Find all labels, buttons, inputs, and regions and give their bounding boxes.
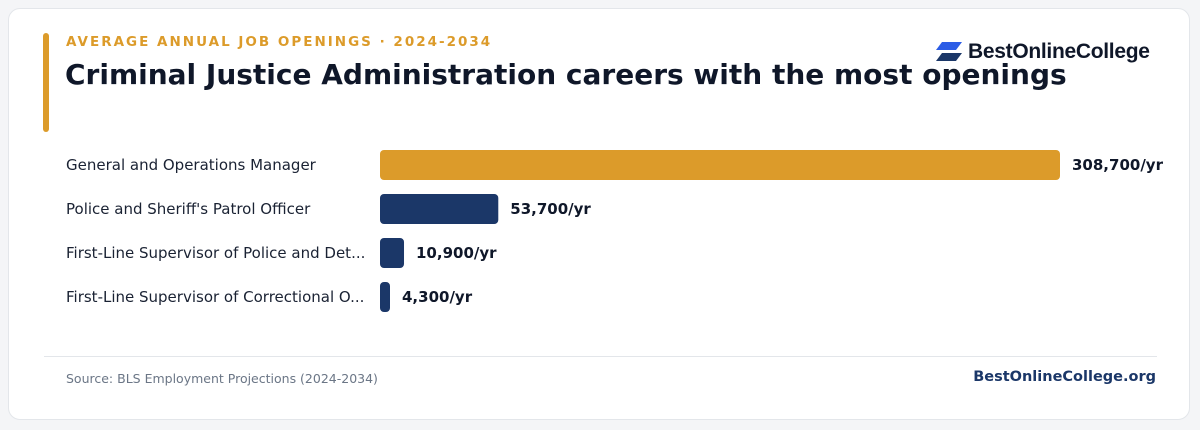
bar xyxy=(380,150,1060,180)
bar xyxy=(380,282,390,312)
bar xyxy=(380,194,499,224)
book-stack-icon xyxy=(936,42,962,61)
site-link[interactable]: BestOnlineCollege.org xyxy=(973,369,1156,385)
value-label: 10,900/yr xyxy=(416,244,497,262)
header-accent-bar xyxy=(43,33,49,132)
chart-title: Criminal Justice Administration careers … xyxy=(65,58,1067,91)
footer-divider xyxy=(44,356,1157,357)
category-label: First-Line Supervisor of Police and Det.… xyxy=(66,244,365,262)
chart-card xyxy=(8,8,1190,420)
brand-logo-text: BestOnlineCollege xyxy=(968,40,1150,63)
category-label: Police and Sheriff's Patrol Officer xyxy=(66,200,311,218)
brand-logo[interactable]: BestOnlineCollege xyxy=(936,40,1150,64)
eyebrow-label: AVERAGE ANNUAL JOB OPENINGS · 2024-2034 xyxy=(66,34,493,50)
category-label: First-Line Supervisor of Correctional O.… xyxy=(66,288,364,306)
bar xyxy=(380,238,405,268)
source-note: Source: BLS Employment Projections (2024… xyxy=(66,371,378,386)
category-label: General and Operations Manager xyxy=(66,156,317,174)
value-label: 53,700/yr xyxy=(510,200,591,218)
value-label: 4,300/yr xyxy=(402,288,473,306)
value-label: 308,700/yr xyxy=(1072,156,1164,174)
